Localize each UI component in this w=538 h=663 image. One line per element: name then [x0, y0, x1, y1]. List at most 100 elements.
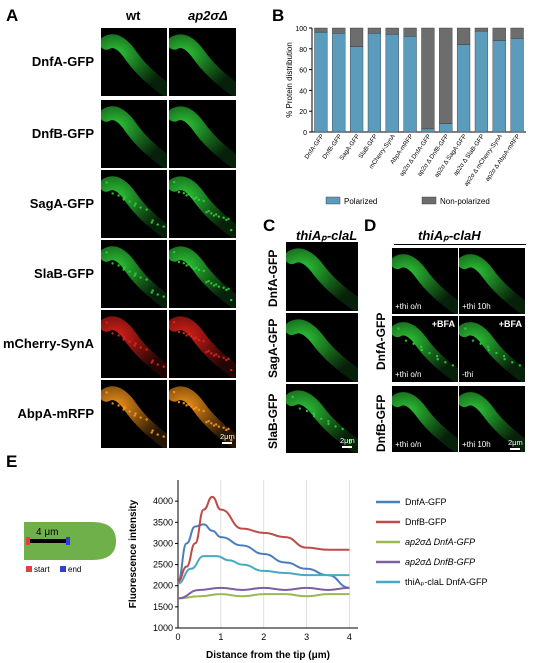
b-legend-polarized: Polarized — [344, 197, 377, 206]
b-y-tick-label: 0 — [303, 130, 307, 137]
c-micrograph-dnfa-gfp — [286, 242, 358, 311]
row-label-mcherry-syna: mCherry-SynA — [2, 336, 94, 351]
e-x-tick-label: 2 — [261, 632, 266, 642]
b-legend-swatch — [325, 196, 341, 205]
panel-c-title: thiAₚ-claL — [296, 228, 358, 243]
e-line-ap2-dnfa-gfp — [177, 593, 350, 600]
b-category-label: ap2σ Δ AbpA-mRFP — [484, 133, 522, 183]
micrograph-wt-mcherry-syna — [101, 310, 167, 378]
micrograph-wt-saga-gfp — [101, 170, 167, 238]
col-header-wt: wt — [126, 8, 141, 23]
micrograph-mutant-saga-gfp — [169, 170, 236, 238]
d-inset-label: +thi 10h — [462, 302, 491, 311]
bar-polarized-ap2-mcherry-syna — [492, 40, 506, 133]
b-legend-non-polarized: Non-polarized — [440, 197, 490, 206]
micrograph-wt-dnfa-gfp — [101, 28, 167, 96]
d-row-label-dnfb-gfp: DnfB-GFP — [374, 394, 388, 452]
e-y-tick-label: 3000 — [153, 538, 173, 548]
c-row-label-saga-gfp: SagA-GFP — [266, 318, 280, 378]
micrograph-wt-dnfb-gfp — [101, 100, 167, 168]
d-inset-label: +thi o/n — [395, 440, 422, 449]
bar-non-polarized-abpa-mrfp — [403, 27, 417, 37]
scale-bar-c: 2μm — [340, 436, 355, 448]
end-legend-swatch — [60, 566, 66, 572]
e-x-axis-label: Distance from the tip (μm) — [206, 650, 330, 660]
b-y-tick-label: 60 — [299, 68, 307, 75]
d-row-label-dnfa-gfp: DnfA-GFP — [374, 312, 388, 370]
e-y-tick-label: 2500 — [153, 560, 173, 570]
bar-non-polarized-ap2-abpa-mrfp — [510, 27, 524, 39]
micrograph-mutant-slab-gfp — [169, 240, 236, 308]
end-marker — [66, 537, 70, 545]
schematic-length: 4 μm — [36, 527, 58, 538]
b-legend-swatch — [421, 196, 437, 205]
d-micrograph-3-2: +thi 10h — [459, 386, 525, 452]
b-y-tick-label: 40 — [299, 88, 307, 95]
bar-polarized-ap2-dnfa-gfp — [421, 128, 435, 133]
bar-non-polarized-dnfa-gfp — [314, 27, 328, 33]
start-marker — [26, 537, 30, 545]
e-line-dnfb-gfp — [177, 495, 350, 583]
panel-b-letter: B — [272, 6, 285, 25]
panel-d-title: thiAₚ-claH — [418, 228, 481, 243]
e-y-tick-label: 1500 — [153, 602, 173, 612]
bar-non-polarized-dnfb-gfp — [332, 27, 346, 34]
e-legend-thia-clal-dnfa-gfp: thiAₚ-claL DnfA-GFP — [405, 577, 488, 587]
bar-polarized-dnfb-gfp — [332, 32, 346, 133]
bar-polarized-ap2-abpa-mrfp — [510, 38, 524, 133]
c-micrograph-slab-gfp — [286, 384, 358, 453]
e-x-tick-label: 0 — [175, 632, 180, 642]
d-inset-label: +thi o/n — [395, 370, 422, 379]
micrograph-mutant-abpa-mrfp — [169, 380, 236, 448]
b-y-tick-label: 100 — [295, 26, 307, 33]
b-y-tick-label: 20 — [299, 109, 307, 116]
e-y-tick-label: 2000 — [153, 581, 173, 591]
schematic-end-label: end — [68, 565, 81, 574]
col-header-mutant: ap2σΔ — [188, 8, 228, 23]
e-x-tick-label: 1 — [218, 632, 223, 642]
micrograph-mutant-mcherry-syna — [169, 310, 236, 378]
b-y-tick-label: 80 — [299, 47, 307, 54]
bar-polarized-ap2-saga-gfp — [456, 44, 471, 133]
fluorescence-intensity-chart: 0 1 2 3 4 1000 1500 2000 2500 3000 3500 4000 Fluores… — [128, 480, 488, 660]
c-row-label-dnfa-gfp: DnfA-GFP — [266, 249, 280, 307]
bar-non-polarized-ap2-saga-gfp — [456, 27, 471, 45]
bar-non-polarized-ap2-dnfb-gfp — [439, 27, 453, 124]
b-y-axis-label: % Protein distribution — [285, 42, 294, 118]
d-micrograph-2-1: +thi o/n +BFA — [392, 316, 458, 382]
schematic-start-label: start — [34, 565, 50, 574]
scale-bar-d: 2μm — [508, 438, 523, 450]
start-legend-swatch — [26, 566, 32, 572]
d-inset-label: +thi 10h — [462, 440, 491, 449]
panel-e-letter: E — [6, 452, 18, 471]
e-legend-ap2-dnfa-gfp: ap2σΔ DnfA-GFP — [405, 537, 475, 547]
row-label-slab-gfp: SlaB-GFP — [34, 266, 94, 281]
hypha-schematic: 4 μm start end — [24, 522, 116, 574]
micrograph-wt-abpa-mrfp — [101, 380, 167, 448]
bar-non-polarized-ap2-mcherry-syna — [492, 27, 506, 41]
d-inset-label: +thi o/n — [395, 302, 422, 311]
e-y-tick-label: 3500 — [153, 517, 173, 527]
bar-polarized-ap2-slab-gfp — [474, 30, 489, 133]
bar-polarized-mcherry-syna — [385, 34, 399, 133]
d-micrograph-2-2: -thi +BFA — [459, 316, 525, 382]
scale-bar-a: 2μm — [220, 432, 235, 444]
panel-d-letter: D — [364, 216, 377, 235]
micrograph-wt-slab-gfp — [101, 240, 167, 308]
bar-polarized-ap2-dnfb-gfp — [439, 123, 453, 133]
e-line-dnfa-gfp — [177, 523, 350, 589]
d-micrograph-1-2: +thi 10h — [459, 248, 525, 314]
e-y-axis-label: Fluorescence intensity — [128, 499, 139, 608]
row-label-abpa-mrfp: AbpA-mRFP — [17, 406, 94, 421]
bar-non-polarized-ap2-slab-gfp — [474, 27, 489, 32]
panel-a-letter: A — [6, 6, 19, 25]
e-x-tick-label: 4 — [347, 632, 352, 642]
c-micrograph-saga-gfp — [286, 313, 358, 382]
e-y-tick-label: 4000 — [153, 496, 173, 506]
d-bfa-label: +BFA — [498, 319, 522, 329]
row-label-dnfb-gfp: DnfB-GFP — [31, 126, 94, 141]
micrograph-mutant-dnfb-gfp — [169, 100, 236, 168]
bar-non-polarized-slab-gfp — [367, 27, 382, 34]
d-inset-label: -thi — [462, 370, 474, 379]
e-line-ap2-dnfb-gfp — [177, 586, 350, 600]
